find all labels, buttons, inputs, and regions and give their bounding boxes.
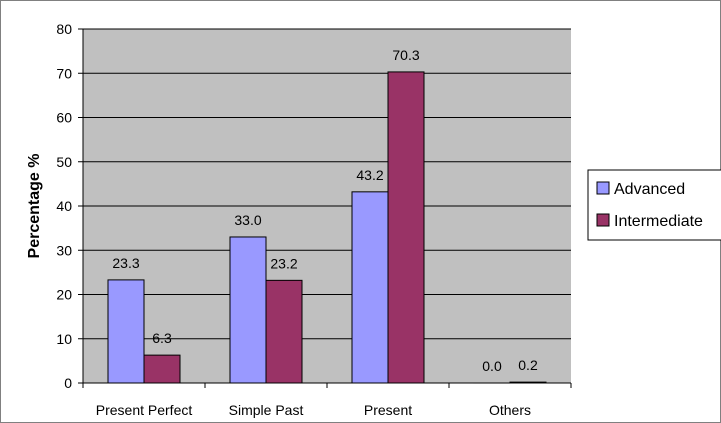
bars — [107, 71, 547, 384]
y-tick-label: 10 — [56, 331, 72, 347]
y-tick-label: 30 — [56, 242, 72, 258]
bar-advanced-present — [351, 191, 389, 384]
bar-intermediate-simple-past — [265, 279, 303, 384]
x-tick-label: Present — [364, 402, 412, 418]
data-label: 0.2 — [518, 357, 538, 373]
legend-label: Intermediate — [614, 213, 703, 230]
y-tick-label: 80 — [56, 21, 72, 37]
x-tick-label: Present Perfect — [96, 402, 193, 418]
legend: Advanced Intermediate — [587, 169, 721, 241]
bar-intermediate-present — [387, 71, 425, 384]
y-axis-title: Percentage % — [26, 154, 43, 259]
y-tick-label: 0 — [64, 375, 72, 391]
y-tick-labels: 0 10 20 30 40 50 60 70 80 — [56, 21, 72, 391]
x-tick-label: Others — [489, 402, 531, 418]
legend-swatch — [596, 213, 610, 227]
data-label: 0.0 — [482, 358, 502, 374]
data-label: 43.2 — [356, 167, 383, 183]
data-label: 33.0 — [234, 212, 261, 228]
data-label: 23.3 — [112, 255, 139, 271]
data-label: 23.2 — [270, 255, 297, 271]
y-tick-label: 40 — [56, 198, 72, 214]
y-tick-label: 60 — [56, 110, 72, 126]
y-tick-label: 70 — [56, 65, 72, 81]
data-labels: 23.3 6.3 33.0 23.2 43.2 70.3 0.0 0.2 — [112, 47, 538, 374]
legend-frame — [587, 169, 721, 241]
data-label: 6.3 — [152, 330, 172, 346]
bar-advanced-simple-past — [229, 236, 267, 384]
y-tick-label: 50 — [56, 154, 72, 170]
gridlines — [78, 28, 571, 384]
x-tick-labels: Present Perfect Simple Past Present Others — [82, 383, 572, 418]
bar-advanced-present-perfect — [107, 279, 145, 384]
y-tick-label: 20 — [56, 287, 72, 303]
x-tick-label: Simple Past — [229, 402, 304, 418]
bar-intermediate-present-perfect — [143, 354, 181, 384]
legend-swatch — [596, 181, 610, 195]
data-label: 70.3 — [392, 47, 419, 63]
legend-label: Advanced — [614, 181, 685, 198]
